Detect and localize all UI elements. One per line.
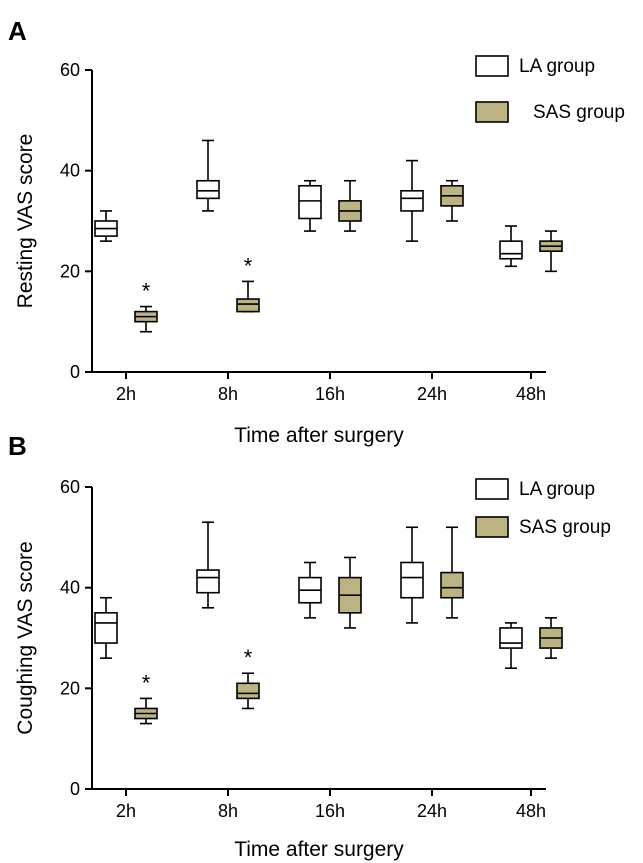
legend-label-la-group: LA group (519, 479, 595, 500)
y-axis-title: Resting VAS score (14, 134, 37, 309)
sas-group-box-48h (539, 617, 563, 659)
box-iqr (196, 179, 220, 200)
la-group-box-48h (499, 622, 523, 670)
significance-marker: * (142, 670, 151, 695)
box-iqr (94, 612, 118, 644)
sas-group-box-8h (236, 672, 260, 710)
y-axis-title: Coughing VAS score (14, 541, 37, 734)
panel-a-letter: A (8, 16, 27, 46)
la-group-box-8h (196, 139, 220, 212)
x-tick-label: 2h (116, 801, 136, 821)
sas-group-box-48h (539, 230, 563, 273)
sas-group-box-16h (338, 556, 362, 629)
box-iqr (196, 569, 220, 594)
box-iqr (440, 571, 464, 599)
legend-swatch-la-group (475, 55, 509, 77)
box-iqr (400, 561, 424, 599)
legend-swatch-sas-group (475, 516, 509, 538)
x-tick-label: 24h (417, 384, 447, 404)
la-group-box-48h (499, 225, 523, 268)
la-group-box-24h (400, 526, 424, 624)
y-tick-label: 0 (70, 362, 80, 382)
legend-label-sas-group: SAS group (533, 102, 625, 123)
sas-group-box-24h (440, 526, 464, 619)
box-iqr (400, 190, 424, 212)
la-group-box-2h (94, 210, 118, 242)
y-tick-label: 20 (60, 678, 80, 698)
sas-group-box-2h (134, 305, 158, 333)
legend-label-sas-group: SAS group (519, 517, 611, 538)
box-iqr (236, 298, 260, 313)
x-tick-label: 8h (218, 801, 238, 821)
panel-b: B 0 20 40 60 2h 8h 16h 24h 48h Coughing VAS score… (8, 431, 611, 861)
x-tick-label: 16h (315, 384, 345, 404)
y-tick-label: 40 (60, 161, 80, 181)
panel-a: A 0 20 40 60 2h 8h 16h 24h 48h Resting VAS score T… (8, 16, 625, 447)
la-group-box-16h (298, 561, 322, 619)
x-tick-label: 48h (516, 801, 546, 821)
box-iqr (499, 240, 523, 260)
box-iqr (236, 682, 260, 700)
x-tick-label: 16h (315, 801, 345, 821)
y-tick-label: 40 (60, 578, 80, 598)
legend-label-la-group: LA group (519, 56, 595, 77)
y-tick-label: 60 (60, 60, 80, 80)
box-iqr (298, 184, 322, 220)
sas-group-box-2h (134, 697, 158, 725)
y-tick-label: 0 (70, 779, 80, 799)
significance-marker: * (244, 253, 253, 278)
panel-b-letter: B (8, 431, 27, 461)
sas-group-box-16h (338, 179, 362, 232)
y-tick-label: 20 (60, 261, 80, 281)
la-group-box-24h (400, 159, 424, 242)
sas-group-box-24h (440, 179, 464, 222)
x-axis-title: Time after surgery (234, 838, 404, 861)
legend-swatch-la-group (475, 478, 509, 500)
la-group-box-16h (298, 179, 322, 232)
x-axis-title: Time after surgery (234, 424, 404, 447)
x-tick-label: 2h (116, 384, 136, 404)
box-iqr (499, 627, 523, 649)
x-tick-label: 24h (417, 801, 447, 821)
y-tick-label: 60 (60, 477, 80, 497)
sas-group-box-8h (236, 280, 260, 313)
x-tick-label: 8h (218, 384, 238, 404)
x-tick-label: 48h (516, 384, 546, 404)
la-group-box-2h (94, 596, 118, 659)
la-group-box-8h (196, 521, 220, 609)
legend-swatch-sas-group (475, 101, 509, 123)
significance-marker: * (244, 645, 253, 670)
significance-marker: * (142, 279, 151, 304)
